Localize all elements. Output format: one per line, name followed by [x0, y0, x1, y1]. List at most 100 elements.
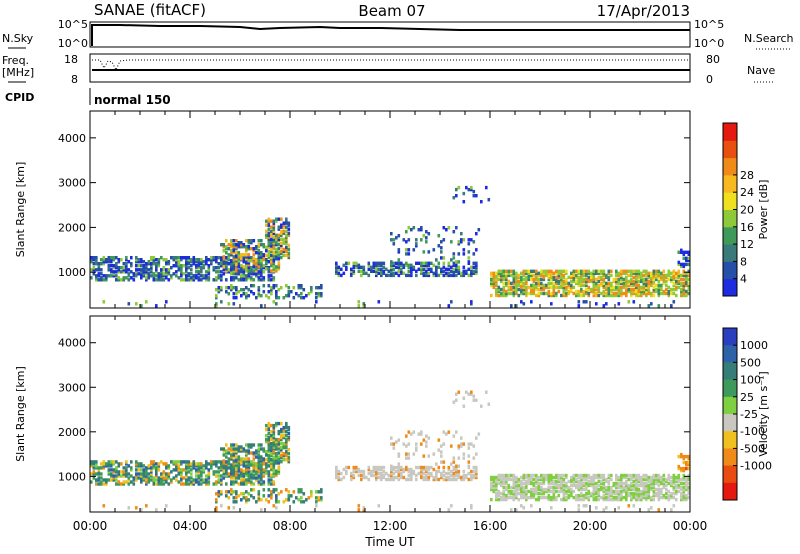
vel-cell [272, 463, 276, 467]
power-cell [242, 267, 246, 271]
power-cell [295, 292, 298, 296]
vel-cell [275, 456, 278, 460]
power-cell [472, 194, 476, 198]
power-cell [262, 270, 266, 274]
power-cell [652, 287, 656, 292]
vel-cell [287, 456, 291, 460]
vel-cell [395, 465, 398, 470]
power-cell [252, 253, 256, 257]
vel-cell [467, 471, 471, 476]
vel-cell [507, 495, 511, 500]
vel-cell [645, 473, 648, 478]
power-cell [520, 277, 523, 282]
power-cell [137, 268, 141, 272]
power-cell [565, 277, 568, 282]
power-cell [682, 262, 686, 267]
vel-cell [210, 462, 213, 466]
vel-cell [657, 475, 661, 480]
power-cell [640, 285, 643, 290]
power-cell [255, 296, 258, 300]
power-cell [337, 265, 341, 269]
vel-cell [230, 447, 233, 451]
power-cell [210, 258, 213, 262]
power-cell [505, 281, 508, 286]
power-cell [275, 294, 278, 298]
vel-cell [562, 473, 566, 478]
vel-cell [592, 475, 596, 480]
vel-cell [465, 475, 468, 480]
power-cell [517, 287, 521, 292]
power-cell [535, 275, 538, 280]
vel-cell [447, 477, 451, 482]
vel-cell [670, 475, 673, 480]
vel-cell [275, 506, 278, 510]
vel-cell [592, 483, 596, 488]
vel-cell [95, 472, 98, 476]
vel-cell [625, 489, 628, 494]
power-cell [270, 278, 273, 282]
vel-cell [625, 495, 628, 500]
vel-cell [257, 476, 261, 480]
vel-cell [190, 482, 193, 486]
power-cell [142, 266, 146, 270]
vel-cell [225, 482, 228, 486]
power-cell [185, 264, 188, 268]
vel-cell [402, 467, 406, 472]
vel-cell [557, 475, 561, 480]
power-cell [245, 274, 248, 278]
power-cell [550, 273, 553, 278]
vel-cell [125, 468, 128, 472]
power-cell [562, 269, 566, 273]
vel-cell [235, 473, 238, 477]
vel-cell [687, 460, 691, 465]
power-cell [605, 293, 608, 298]
vel-cell [667, 493, 671, 498]
power-cell [567, 291, 571, 296]
power-cell [415, 273, 418, 278]
power-cell [637, 293, 641, 298]
power-cell [357, 304, 361, 308]
vel-cell [165, 480, 168, 484]
power-cell [545, 283, 548, 288]
power-cell [242, 274, 246, 278]
power-cell [252, 249, 256, 253]
power-cell [242, 288, 246, 292]
vel-cell [637, 477, 641, 482]
vel-cell [447, 465, 451, 470]
vel-cell [567, 495, 571, 500]
vel-cell [140, 468, 143, 472]
vel-cell [585, 485, 588, 490]
power-cell [180, 274, 183, 278]
power-cell [445, 273, 448, 278]
power-cell [225, 263, 228, 267]
power-cell [110, 274, 113, 278]
power-cell [112, 274, 116, 278]
vel-cell [545, 477, 548, 482]
vel-cell [507, 489, 511, 494]
vel-cell [272, 440, 276, 444]
vel-cell [352, 467, 356, 472]
power-cell [220, 278, 223, 282]
vel-cell [592, 495, 596, 500]
power-cell [247, 294, 251, 298]
vel-cell [472, 473, 476, 478]
vel-cell [492, 487, 496, 492]
vel-cell [562, 483, 566, 488]
vel-cell [397, 438, 401, 442]
power-cell [405, 273, 408, 278]
vel-cell [637, 489, 641, 494]
vel-cell [610, 477, 613, 482]
power-cell [650, 273, 653, 278]
vel-cell [672, 491, 676, 496]
vel-cell [462, 475, 466, 480]
power-cell [232, 251, 236, 255]
vel-cell [455, 467, 458, 472]
vel-cell [442, 477, 446, 482]
power-cell [547, 283, 551, 288]
power-cell [545, 269, 548, 273]
power-cell [212, 278, 216, 282]
vel-cell [490, 475, 493, 480]
vel-cell [230, 457, 233, 461]
vel-cell [412, 469, 416, 474]
vel-cell [247, 457, 251, 461]
